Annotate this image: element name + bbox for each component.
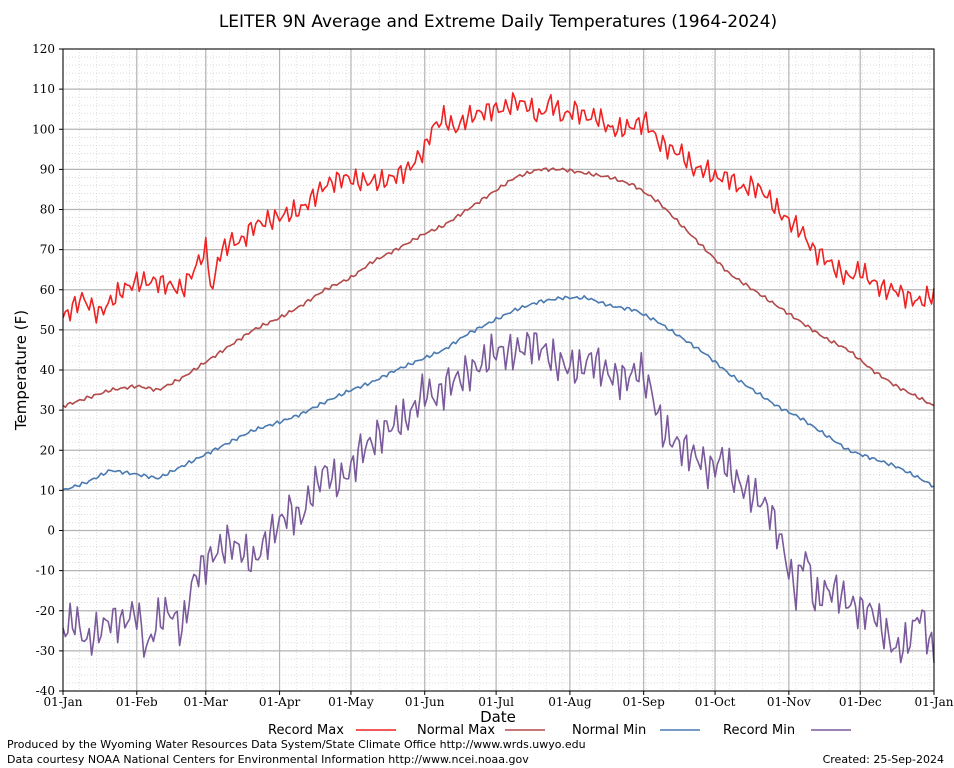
legend-label: Normal Min <box>572 723 646 738</box>
series-layer <box>62 92 935 664</box>
x-tick-label: 01-Dec <box>839 695 882 709</box>
x-tick-labels: 01-Jan 01-Feb 01-Mar 01-Apr 01-May 01-Jun 01-J… <box>43 695 953 709</box>
y-tick-label: 90 <box>40 162 55 176</box>
legend-label: Normal Max <box>417 723 495 738</box>
x-tick-label: 01-Jun <box>405 695 445 709</box>
series-line-normal-min <box>62 294 935 491</box>
x-tick-label: 01-Jul <box>478 695 514 709</box>
chart-title: LEITER 9N Average and Extreme Daily Temp… <box>219 12 777 32</box>
x-tick-label: 01-Aug <box>548 695 592 709</box>
series-line-record-max <box>62 92 935 324</box>
created-date: Created: 25-Sep-2024 <box>822 753 944 766</box>
y-tick-label: -30 <box>36 644 55 658</box>
y-tick-label: 10 <box>40 483 55 497</box>
x-tick-label: 01-Jan <box>43 695 82 709</box>
y-tick-label: 100 <box>32 122 55 136</box>
x-axis-label: Date <box>480 708 516 726</box>
major-gridlines <box>62 48 935 692</box>
axes <box>59 48 935 695</box>
x-tick-label: 01-Feb <box>116 695 158 709</box>
x-tick-label: 01-Jan <box>914 695 953 709</box>
y-tick-label: 110 <box>32 82 55 96</box>
x-tick-label: 01-Mar <box>184 695 229 709</box>
y-tick-label: 40 <box>40 363 55 377</box>
y-axis-label: Temperature (F) <box>12 310 30 431</box>
legend-label: Record Max <box>268 723 344 738</box>
series-line-record-min <box>62 331 935 664</box>
x-tick-label: 01-Nov <box>767 695 811 709</box>
y-tick-label: 80 <box>40 203 55 217</box>
y-tick-label: 0 <box>47 524 55 538</box>
x-tick-label: 01-May <box>328 695 374 709</box>
x-tick-label: 01-Oct <box>695 695 736 709</box>
y-tick-label: 50 <box>40 323 55 337</box>
legend-label: Record Min <box>723 723 795 738</box>
y-tick-label: -20 <box>36 604 55 618</box>
x-tick-label: 01-Sep <box>623 695 666 709</box>
data-courtesy-credit: Data courtesy NOAA National Centers for … <box>7 753 529 766</box>
series-line-normal-max <box>62 167 935 409</box>
y-tick-label: -40 <box>36 684 55 698</box>
legend: Record Max Normal Max Normal Min Record Min <box>268 723 851 738</box>
y-tick-label: 20 <box>40 443 55 457</box>
y-tick-label: 70 <box>40 243 55 257</box>
x-tick-label: 01-Apr <box>259 695 301 709</box>
y-tick-label: 120 <box>32 42 55 56</box>
producer-credit: Produced by the Wyoming Water Resources … <box>7 738 586 751</box>
y-tick-label: -10 <box>36 564 55 578</box>
y-tick-label: 30 <box>40 403 55 417</box>
y-tick-label: 60 <box>40 283 55 297</box>
